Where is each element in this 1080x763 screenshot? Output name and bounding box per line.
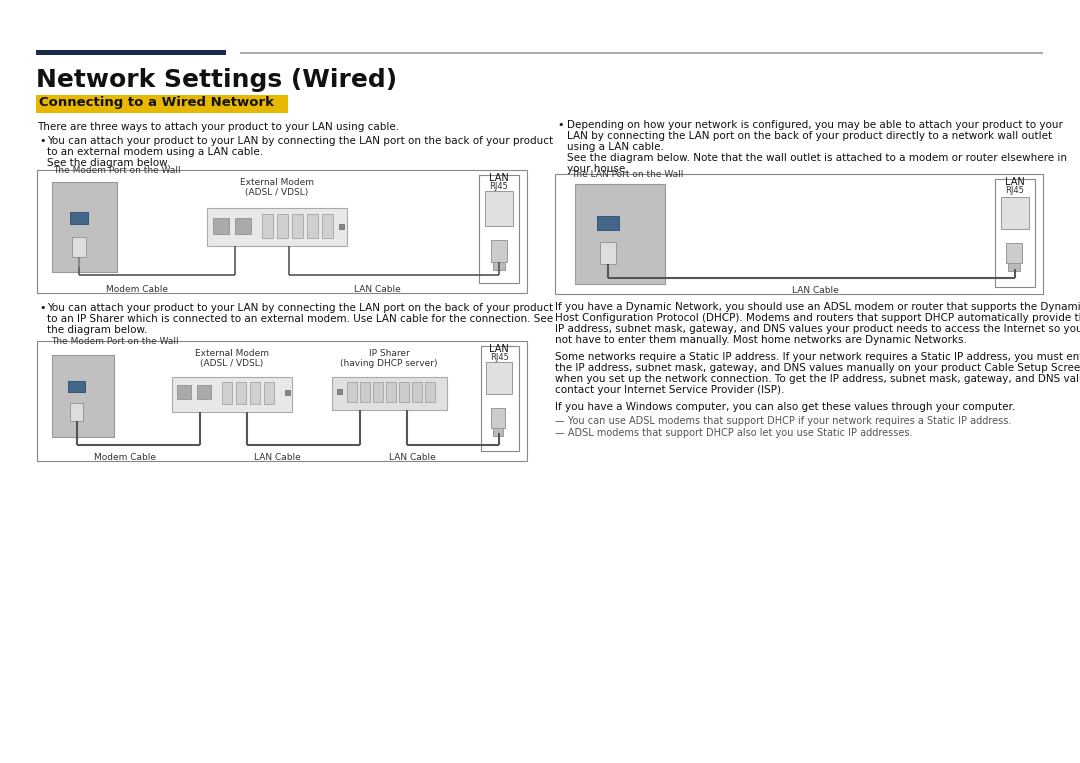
Bar: [72, 237, 86, 257]
Bar: [332, 377, 447, 410]
Text: the diagram below.: the diagram below.: [48, 325, 147, 335]
Text: External Modem
(ADSL / VDSL): External Modem (ADSL / VDSL): [240, 178, 314, 198]
Bar: [52, 182, 117, 272]
Text: You can attach your product to your LAN by connecting the LAN port on the back o: You can attach your product to your LAN …: [48, 136, 553, 146]
Text: your house.: your house.: [567, 164, 629, 174]
Bar: [36, 95, 288, 113]
Text: Network Settings (Wired): Network Settings (Wired): [36, 68, 397, 92]
Bar: [1008, 263, 1020, 271]
Bar: [575, 184, 665, 284]
Bar: [486, 362, 512, 394]
Text: There are three ways to attach your product to your LAN using cable.: There are three ways to attach your prod…: [37, 122, 400, 132]
Bar: [492, 428, 503, 436]
Text: IP address, subnet mask, gateway, and DNS values your product needs to access th: IP address, subnet mask, gateway, and DN…: [555, 324, 1080, 334]
Bar: [37, 341, 527, 461]
Bar: [285, 390, 291, 395]
Text: Host Configuration Protocol (DHCP). Modems and routers that support DHCP automat: Host Configuration Protocol (DHCP). Mode…: [555, 313, 1080, 323]
Text: LAN Cable: LAN Cable: [389, 453, 435, 462]
Text: •: •: [557, 120, 564, 130]
Bar: [411, 382, 422, 402]
Text: LAN: LAN: [1005, 177, 1025, 187]
Bar: [399, 382, 409, 402]
Bar: [555, 174, 1043, 294]
Bar: [360, 382, 370, 402]
Bar: [264, 382, 274, 404]
Text: •: •: [39, 136, 45, 146]
Bar: [68, 381, 85, 392]
Bar: [240, 52, 1043, 54]
Bar: [307, 214, 318, 238]
Text: RJ45: RJ45: [490, 353, 510, 362]
Bar: [492, 262, 505, 270]
Bar: [292, 214, 303, 238]
Bar: [322, 214, 333, 238]
Text: using a LAN cable.: using a LAN cable.: [567, 142, 664, 152]
Text: See the diagram below.: See the diagram below.: [48, 158, 170, 168]
Text: If you have a Windows computer, you can also get these values through your compu: If you have a Windows computer, you can …: [555, 402, 1015, 412]
Bar: [177, 385, 191, 399]
Bar: [480, 175, 519, 283]
Text: The Modem Port on the Wall: The Modem Port on the Wall: [51, 337, 178, 346]
Bar: [249, 382, 260, 404]
Text: You can attach your product to your LAN by connecting the LAN port on the back o: You can attach your product to your LAN …: [48, 303, 553, 313]
Text: — ADSL modems that support DHCP also let you use Static IP addresses.: — ADSL modems that support DHCP also let…: [555, 428, 913, 438]
Bar: [172, 377, 292, 412]
Text: RJ45: RJ45: [489, 182, 509, 191]
Text: If you have a Dynamic Network, you should use an ADSL modem or router that suppo: If you have a Dynamic Network, you shoul…: [555, 302, 1080, 312]
Bar: [70, 403, 83, 421]
Text: See the diagram below. Note that the wall outlet is attached to a modem or route: See the diagram below. Note that the wal…: [567, 153, 1067, 163]
Bar: [600, 242, 616, 264]
Bar: [37, 170, 527, 293]
Bar: [373, 382, 383, 402]
Bar: [276, 214, 288, 238]
Text: RJ45: RJ45: [1005, 186, 1025, 195]
Text: not have to enter them manually. Most home networks are Dynamic Networks.: not have to enter them manually. Most ho…: [555, 335, 967, 345]
Bar: [386, 382, 396, 402]
Bar: [481, 346, 519, 451]
Text: when you set up the network connection. To get the IP address, subnet mask, gate: when you set up the network connection. …: [555, 374, 1080, 384]
Text: Connecting to a Wired Network: Connecting to a Wired Network: [39, 96, 274, 109]
Text: The Modem Port on the Wall: The Modem Port on the Wall: [53, 166, 180, 175]
Bar: [70, 212, 87, 224]
Bar: [426, 382, 435, 402]
Bar: [52, 355, 114, 437]
Text: External Modem
(ADSL / VDSL): External Modem (ADSL / VDSL): [195, 349, 269, 369]
Text: the IP address, subnet mask, gateway, and DNS values manually on your product Ca: the IP address, subnet mask, gateway, an…: [555, 363, 1080, 373]
Bar: [337, 389, 342, 394]
Bar: [213, 218, 229, 234]
Bar: [995, 179, 1035, 287]
Bar: [207, 208, 347, 246]
Bar: [36, 50, 226, 55]
Bar: [597, 216, 619, 230]
Text: Modem Cable: Modem Cable: [106, 285, 168, 294]
Text: to an external modem using a LAN cable.: to an external modem using a LAN cable.: [48, 147, 264, 157]
Bar: [1005, 243, 1022, 263]
Bar: [222, 382, 232, 404]
Text: The LAN Port on the Wall: The LAN Port on the Wall: [571, 170, 684, 179]
Text: LAN by connecting the LAN port on the back of your product directly to a network: LAN by connecting the LAN port on the ba…: [567, 131, 1052, 141]
Text: LAN Cable: LAN Cable: [254, 453, 300, 462]
Text: Some networks require a Static IP address. If your network requires a Static IP : Some networks require a Static IP addres…: [555, 352, 1080, 362]
Bar: [491, 408, 505, 428]
Text: LAN Cable: LAN Cable: [353, 285, 401, 294]
Bar: [1001, 197, 1029, 229]
Bar: [262, 214, 273, 238]
Bar: [197, 385, 211, 399]
Text: to an IP Sharer which is connected to an external modem. Use LAN cable for the c: to an IP Sharer which is connected to an…: [48, 314, 553, 324]
Bar: [491, 240, 507, 262]
Text: IP Sharer
(having DHCP server): IP Sharer (having DHCP server): [340, 349, 437, 369]
Bar: [237, 382, 246, 404]
Bar: [339, 224, 345, 229]
Text: •: •: [39, 303, 45, 313]
Text: contact your Internet Service Provider (ISP).: contact your Internet Service Provider (…: [555, 385, 784, 395]
Bar: [485, 191, 513, 226]
Text: LAN Cable: LAN Cable: [792, 286, 838, 295]
Text: Modem Cable: Modem Cable: [94, 453, 156, 462]
Bar: [347, 382, 357, 402]
Text: LAN: LAN: [489, 344, 509, 354]
Text: LAN: LAN: [489, 173, 509, 183]
Text: Depending on how your network is configured, you may be able to attach your prod: Depending on how your network is configu…: [567, 120, 1063, 130]
Text: — You can use ADSL modems that support DHCP if your network requires a Static IP: — You can use ADSL modems that support D…: [555, 416, 1011, 426]
Bar: [235, 218, 251, 234]
